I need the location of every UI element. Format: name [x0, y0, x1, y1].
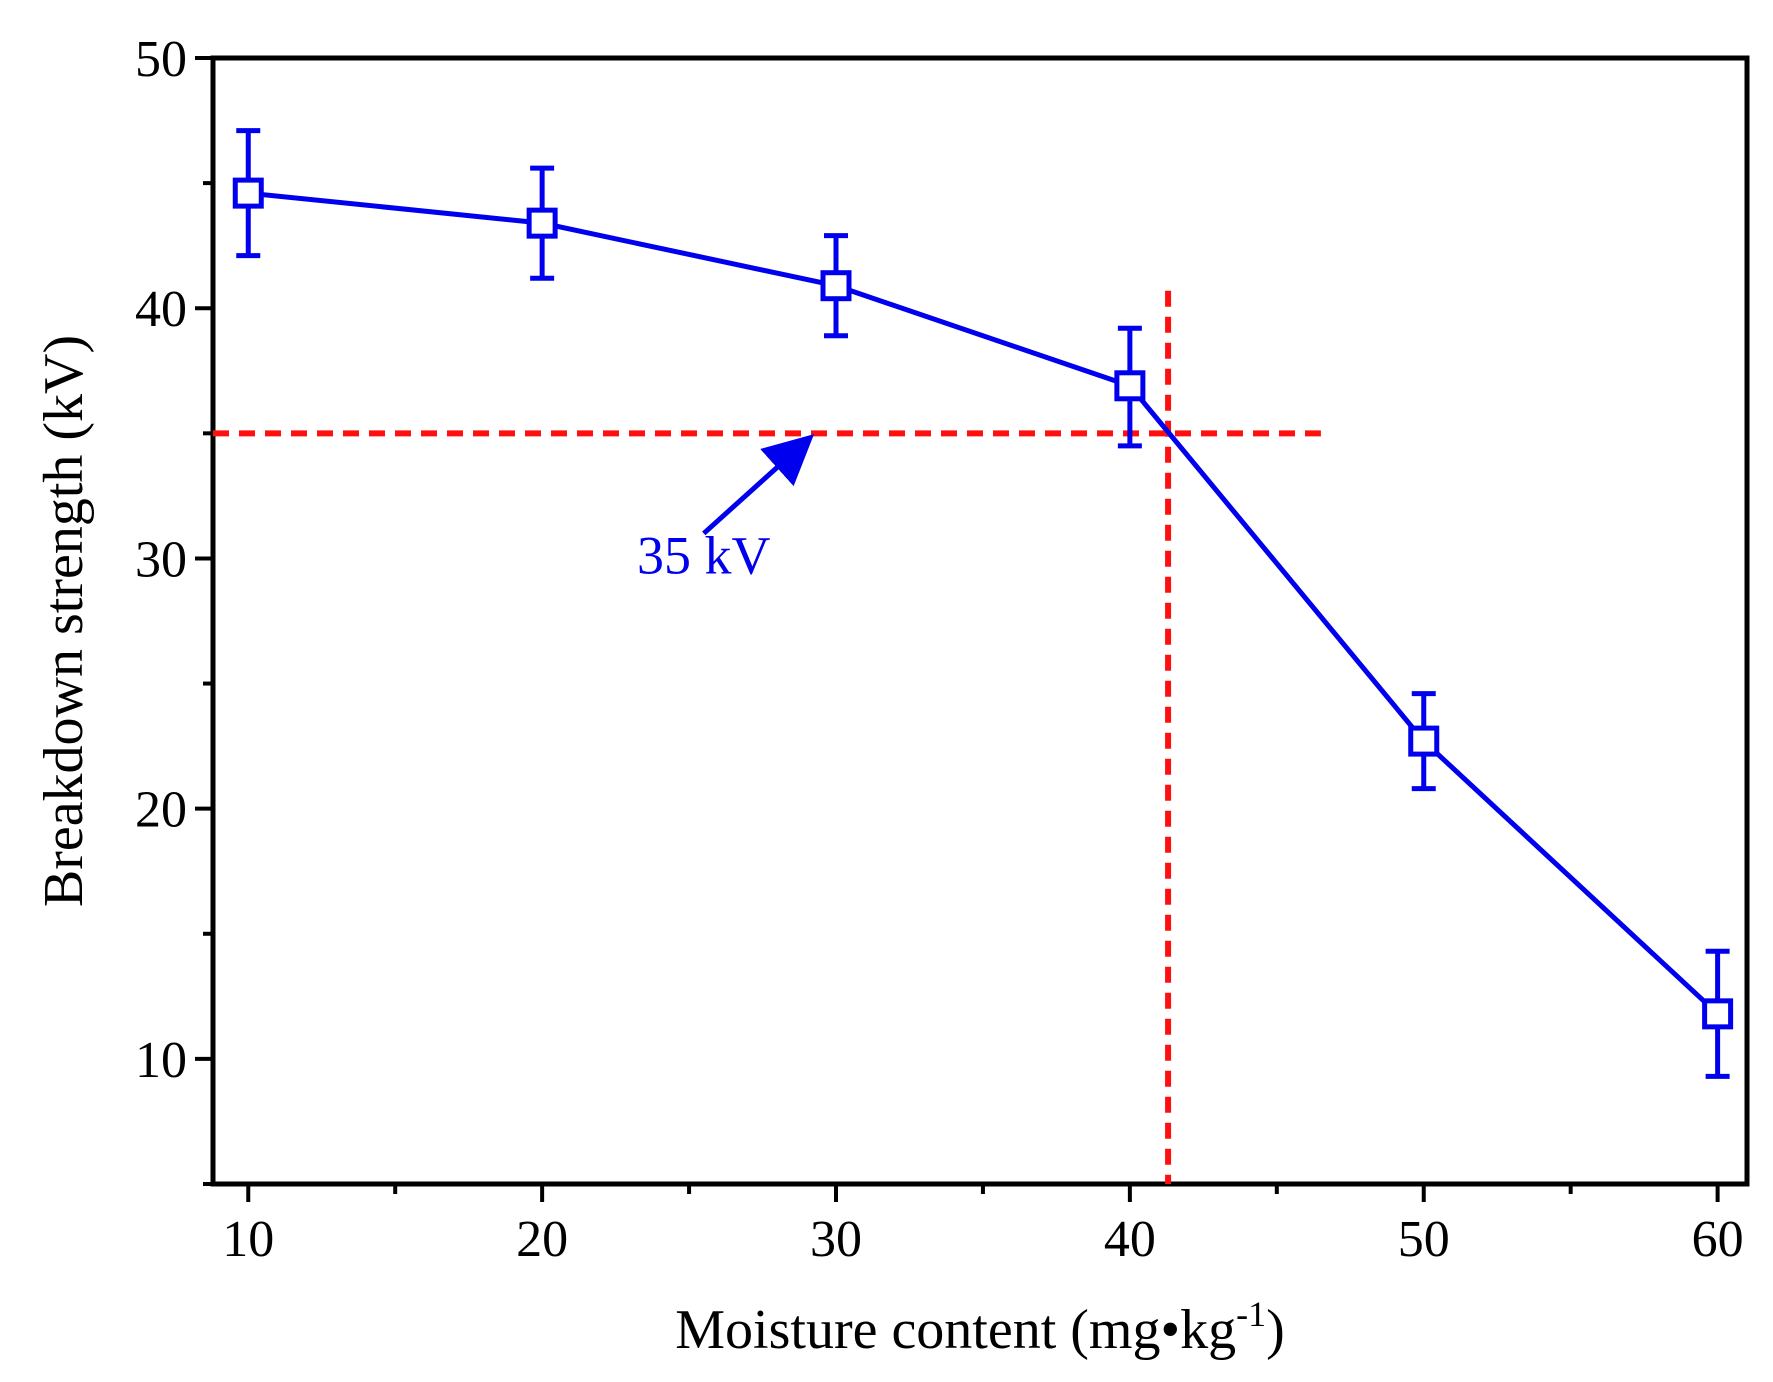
x-tick-label: 30	[810, 1211, 862, 1268]
data-point	[1702, 998, 1734, 1030]
annotation-label: 35 kV	[637, 525, 771, 585]
y-tick-labels: 10 20 30 40 50	[135, 31, 187, 1089]
data-point	[232, 177, 264, 209]
data-point	[820, 270, 852, 302]
x-axis-title-close: )	[1266, 1299, 1285, 1361]
axis-ticks	[195, 56, 1720, 1202]
data-series	[232, 128, 1734, 1079]
annotation: 35 kV	[637, 434, 815, 585]
y-axis-title: Breakdown strength (kV)	[33, 335, 95, 907]
x-axis-title-main: Moisture content (mg•kg	[675, 1299, 1236, 1361]
data-point	[1408, 725, 1440, 757]
annotation-arrow	[702, 434, 815, 536]
x-axis-title-superscript: -1	[1236, 1294, 1266, 1334]
plot-frame	[210, 55, 1750, 1187]
x-tick-label: 20	[516, 1211, 568, 1268]
y-tick-label: 10	[135, 1032, 187, 1089]
reference-lines	[213, 290, 1321, 1184]
y-tick-label: 50	[135, 31, 187, 88]
x-tick-label: 50	[1398, 1211, 1450, 1268]
series-line	[248, 190, 1720, 1016]
y-tick-label: 40	[135, 281, 187, 338]
x-tick-label: 40	[1104, 1211, 1156, 1268]
x-axis-title: Moisture content (mg•kg-1)	[675, 1294, 1285, 1361]
data-point	[526, 207, 558, 239]
x-tick-label: 60	[1692, 1211, 1744, 1268]
x-tick-label: 10	[222, 1211, 274, 1268]
x-tick-labels: 10 20 30 40 50 60	[222, 1211, 1743, 1268]
data-point	[1114, 370, 1146, 402]
y-tick-label: 30	[135, 531, 187, 588]
y-tick-label: 20	[135, 782, 187, 839]
